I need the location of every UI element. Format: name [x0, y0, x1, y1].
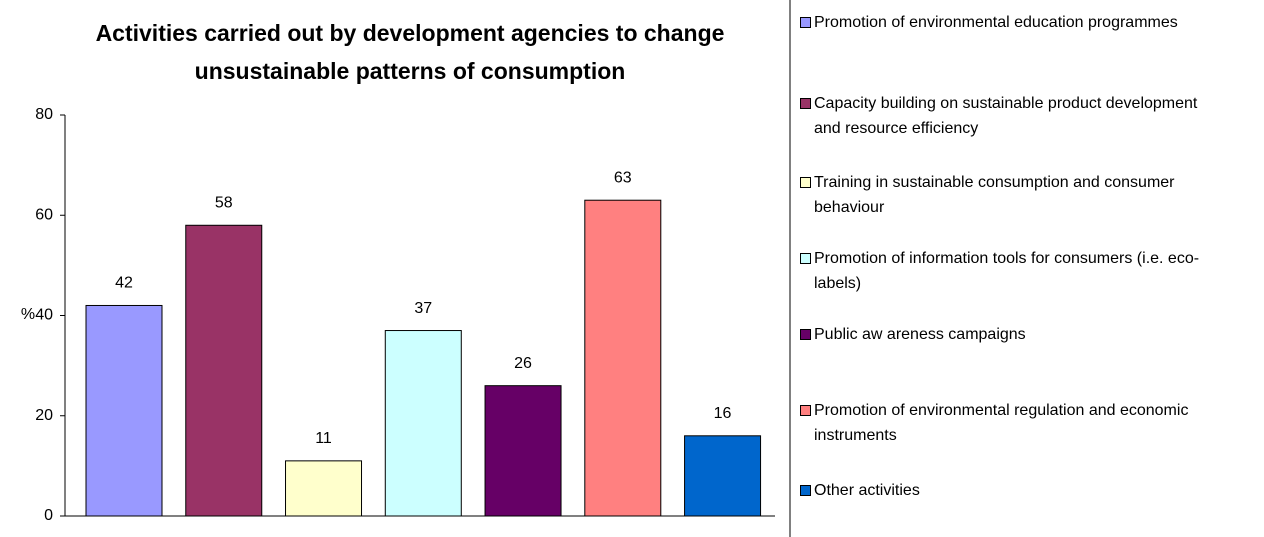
legend-label: Public aw areness campaigns — [814, 326, 1026, 343]
legend-swatch — [800, 17, 811, 28]
legend-swatch — [800, 253, 811, 264]
y-tick-label: 40 — [35, 307, 53, 324]
legend-entry: Promotion of information tools for consu… — [800, 246, 1214, 296]
bar — [384, 330, 462, 517]
data-label: 26 — [514, 355, 532, 372]
legend-entry: Other activities — [800, 478, 1214, 503]
legend-swatch — [800, 177, 811, 188]
data-label: 42 — [115, 275, 133, 292]
data-label: 63 — [614, 169, 632, 186]
y-tick-label: 60 — [35, 206, 53, 223]
data-label: 37 — [414, 300, 432, 317]
legend-label: Promotion of environmental regulation an… — [814, 402, 1189, 444]
legend-entry: Promotion of environmental education pro… — [800, 10, 1214, 35]
bar — [285, 460, 363, 517]
legend-swatch — [800, 98, 811, 109]
legend-entry: Capacity building on sustainable product… — [800, 91, 1214, 141]
y-tick-label: 20 — [35, 407, 53, 424]
data-label: 16 — [714, 405, 732, 422]
bar — [684, 435, 762, 517]
y-axis-label: % — [21, 306, 35, 323]
legend-entry: Promotion of environmental regulation an… — [800, 398, 1214, 448]
legend-label: Training in sustainable consumption and … — [814, 174, 1175, 216]
legend-label: Other activities — [814, 482, 920, 499]
bar — [484, 385, 562, 517]
data-label: 58 — [215, 194, 233, 211]
chart-title: Activities carried out by development ag… — [95, 20, 725, 84]
legend-entry: Training in sustainable consumption and … — [800, 170, 1214, 220]
bar — [584, 199, 662, 517]
legend-swatch — [800, 405, 811, 416]
legend-swatch — [800, 485, 811, 496]
bar — [85, 304, 163, 517]
data-label: 11 — [315, 430, 332, 447]
legend-label: Capacity building on sustainable product… — [814, 95, 1198, 137]
legend-label: Promotion of environmental education pro… — [814, 14, 1178, 31]
y-tick-label: 0 — [44, 507, 53, 524]
legend-swatch — [800, 329, 811, 340]
y-tick-label: 80 — [35, 106, 53, 123]
legend-label: Promotion of information tools for consu… — [814, 250, 1200, 292]
bar — [185, 224, 263, 517]
legend-entry: Public aw areness campaigns — [800, 322, 1214, 347]
